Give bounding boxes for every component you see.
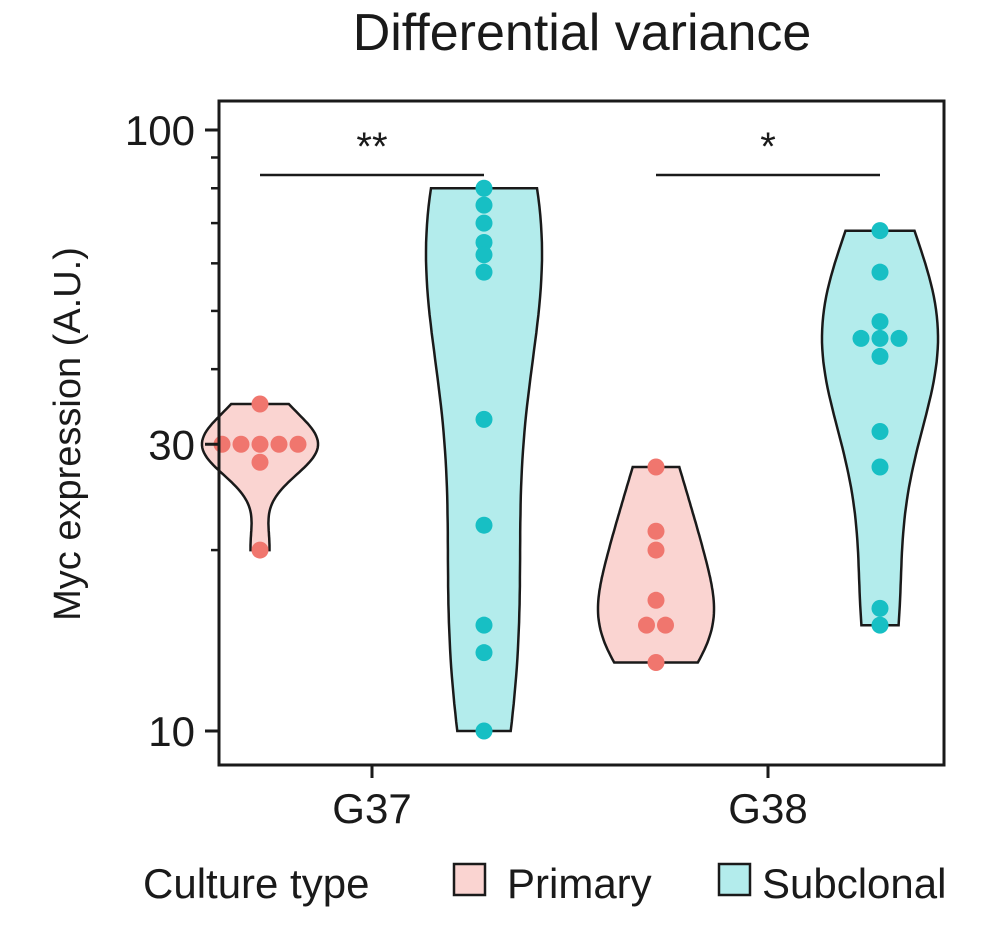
violin-subclonal-g37 bbox=[424, 186, 544, 733]
point-primary-g38 bbox=[647, 591, 665, 609]
point-subclonal-g38 bbox=[871, 423, 889, 441]
significance-label: * bbox=[760, 125, 776, 169]
y-axis-label: Myc expression (A.U.) bbox=[47, 247, 89, 621]
legend-swatch-subclonal bbox=[717, 862, 752, 897]
data-points bbox=[213, 179, 908, 740]
point-subclonal-g38 bbox=[871, 313, 889, 331]
x-tick-label: G37 bbox=[332, 785, 411, 832]
point-primary-g38 bbox=[647, 541, 665, 559]
y-tick-label: 10 bbox=[148, 708, 195, 755]
point-subclonal-g38 bbox=[871, 222, 889, 240]
x-axis: G37 G38 bbox=[332, 765, 808, 832]
point-subclonal-g37 bbox=[475, 196, 493, 214]
x-tick-label: G38 bbox=[728, 785, 807, 832]
legend-swatch-primary bbox=[452, 862, 487, 897]
point-subclonal-g37 bbox=[475, 644, 493, 662]
legend-label-primary: Primary bbox=[507, 860, 652, 907]
point-primary-g38 bbox=[647, 654, 665, 672]
point-subclonal-g38 bbox=[871, 347, 889, 365]
point-subclonal-g38 bbox=[890, 329, 908, 347]
point-primary-g37 bbox=[251, 453, 269, 471]
point-primary-g38 bbox=[657, 616, 674, 634]
point-primary-g38 bbox=[638, 616, 655, 634]
violin-primary-g37 bbox=[200, 402, 320, 552]
violin-primary-g38 bbox=[596, 465, 716, 664]
point-subclonal-g38 bbox=[871, 599, 889, 617]
point-subclonal-g38 bbox=[871, 458, 889, 476]
significance-label: ** bbox=[356, 125, 387, 169]
y-axis: 100 30 10 bbox=[125, 107, 219, 755]
significance-annotations: ** * bbox=[260, 125, 880, 177]
plot-frame bbox=[217, 99, 946, 767]
point-subclonal-g37 bbox=[475, 616, 493, 634]
violins bbox=[200, 186, 940, 733]
point-primary-g37 bbox=[270, 435, 288, 453]
point-subclonal-g38 bbox=[852, 329, 870, 347]
legend: Culture type Primary Subclonal bbox=[143, 860, 946, 907]
point-subclonal-g37 bbox=[475, 179, 493, 197]
point-primary-g38 bbox=[647, 522, 665, 540]
point-subclonal-g37 bbox=[475, 233, 493, 251]
point-subclonal-g37 bbox=[475, 722, 493, 740]
point-primary-g37 bbox=[251, 435, 269, 453]
y-tick-label: 100 bbox=[125, 107, 195, 154]
point-subclonal-g38 bbox=[871, 616, 889, 634]
point-subclonal-g38 bbox=[871, 329, 889, 347]
legend-label-subclonal: Subclonal bbox=[762, 860, 946, 907]
legend-title: Culture type bbox=[143, 860, 369, 907]
point-subclonal-g38 bbox=[871, 263, 889, 281]
point-primary-g37 bbox=[232, 435, 250, 453]
point-primary-g37 bbox=[251, 395, 269, 413]
point-primary-g37 bbox=[251, 541, 269, 559]
point-subclonal-g37 bbox=[475, 214, 493, 232]
chart-title: Differential variance bbox=[353, 4, 812, 62]
point-subclonal-g37 bbox=[475, 410, 493, 428]
point-primary-g38 bbox=[647, 458, 665, 476]
point-subclonal-g37 bbox=[475, 263, 493, 281]
y-tick-label: 30 bbox=[148, 421, 195, 468]
point-primary-g37 bbox=[289, 435, 307, 453]
point-subclonal-g37 bbox=[475, 246, 493, 264]
point-subclonal-g37 bbox=[475, 516, 493, 534]
